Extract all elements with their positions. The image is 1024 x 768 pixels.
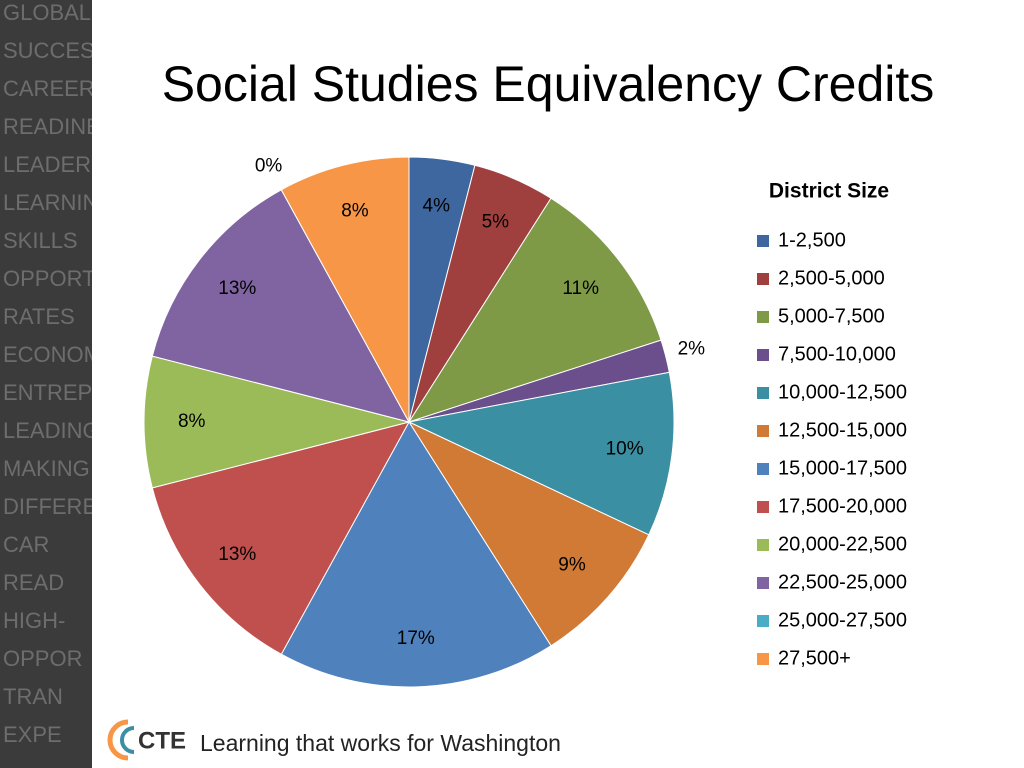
logo-text: CTE <box>138 727 186 754</box>
sidebar-word: MAKING <box>3 456 90 481</box>
legend-label: 15,000-17,500 <box>778 457 907 479</box>
legend-label: 22,500-25,000 <box>778 571 907 593</box>
legend-swatch <box>757 463 769 475</box>
data-label: 13% <box>218 544 256 565</box>
legend-swatch <box>757 235 769 247</box>
legend-swatch <box>757 615 769 627</box>
legend-label: 5,000-7,500 <box>778 305 885 327</box>
legend-label: 17,500-20,000 <box>778 495 907 517</box>
sidebar-word: CAR <box>3 532 49 557</box>
sidebar <box>0 0 92 768</box>
data-label: 8% <box>341 201 369 222</box>
legend-label: 12,500-15,000 <box>778 419 907 441</box>
data-label: 8% <box>178 411 206 432</box>
sidebar-words: GLOBAL SUCCESS CAREER READINESS LEADERSHIP LE… <box>3 0 162 747</box>
logo-arc <box>107 719 129 761</box>
sidebar-word: SUCCESS <box>3 38 109 63</box>
sidebar-word: TRAN <box>3 684 63 709</box>
data-label: 13% <box>218 278 256 299</box>
legend-swatch <box>757 425 769 437</box>
legend-swatch <box>757 501 769 513</box>
pie-slice <box>407 420 650 647</box>
data-label: 4% <box>423 195 451 216</box>
legend-swatch <box>757 273 769 285</box>
data-label: 0% <box>255 156 283 177</box>
legend-label: 27,500+ <box>778 647 851 669</box>
sidebar-word: EXPE <box>3 722 62 747</box>
sidebar-word: RATES <box>3 304 75 329</box>
pie <box>143 156 675 688</box>
pie-slice <box>280 421 552 688</box>
logo: CTE <box>107 719 186 761</box>
legend-swatch <box>757 539 769 551</box>
legend-title: District Size <box>769 180 889 203</box>
legend-label: 1-2,500 <box>778 229 846 251</box>
legend-label: 2,500-5,000 <box>778 267 885 289</box>
logo-arc <box>120 726 135 754</box>
sidebar-word: CAREER <box>3 76 95 101</box>
pie-slice <box>151 189 410 423</box>
sidebar-word: LEARNING <box>3 190 115 215</box>
pie-slice <box>280 156 410 423</box>
data-label: 9% <box>558 555 586 576</box>
tagline: Learning that works for Washington <box>200 730 561 756</box>
legend-label: 10,000-12,500 <box>778 381 907 403</box>
sidebar-word: ECONOMIC <box>3 342 124 367</box>
legend-label: 7,500-10,000 <box>778 343 896 365</box>
legend-swatch <box>757 349 769 361</box>
sidebar-word: OPPOR <box>3 646 82 671</box>
sidebar-word: ENTREPRE <box>3 380 123 405</box>
sidebar-word: SKILLS <box>3 228 78 253</box>
sidebar-word: GLOBAL <box>3 0 91 25</box>
chart-title: Social Studies Equivalency Credits <box>162 56 935 112</box>
sidebar-word: LEADERSHIP <box>3 152 142 177</box>
legend-label: 25,000-27,500 <box>778 609 907 631</box>
data-label: 11% <box>562 278 599 299</box>
data-label: 2% <box>678 339 706 360</box>
data-label: 5% <box>482 212 510 233</box>
sidebar-word: OPPORTUNITY <box>3 266 162 291</box>
sidebar-word: READ <box>3 570 64 595</box>
sidebar-word: HIGH- <box>3 608 65 633</box>
legend-label: 20,000-22,500 <box>778 533 907 555</box>
pie-slice <box>407 371 675 536</box>
sidebar-word: LEADING C <box>3 418 122 443</box>
sidebar-word: READINESS <box>3 114 130 139</box>
data-label: 10% <box>606 438 644 459</box>
legend-swatch <box>757 311 769 323</box>
pie-slice <box>143 355 410 489</box>
pie-slice <box>151 421 410 655</box>
sidebar-word: DIFFERE <box>3 494 97 519</box>
pie-slice <box>407 197 662 423</box>
legend-swatch <box>757 577 769 589</box>
legend-swatch <box>757 387 769 399</box>
legend-swatch <box>757 653 769 665</box>
data-label: 17% <box>397 628 435 649</box>
